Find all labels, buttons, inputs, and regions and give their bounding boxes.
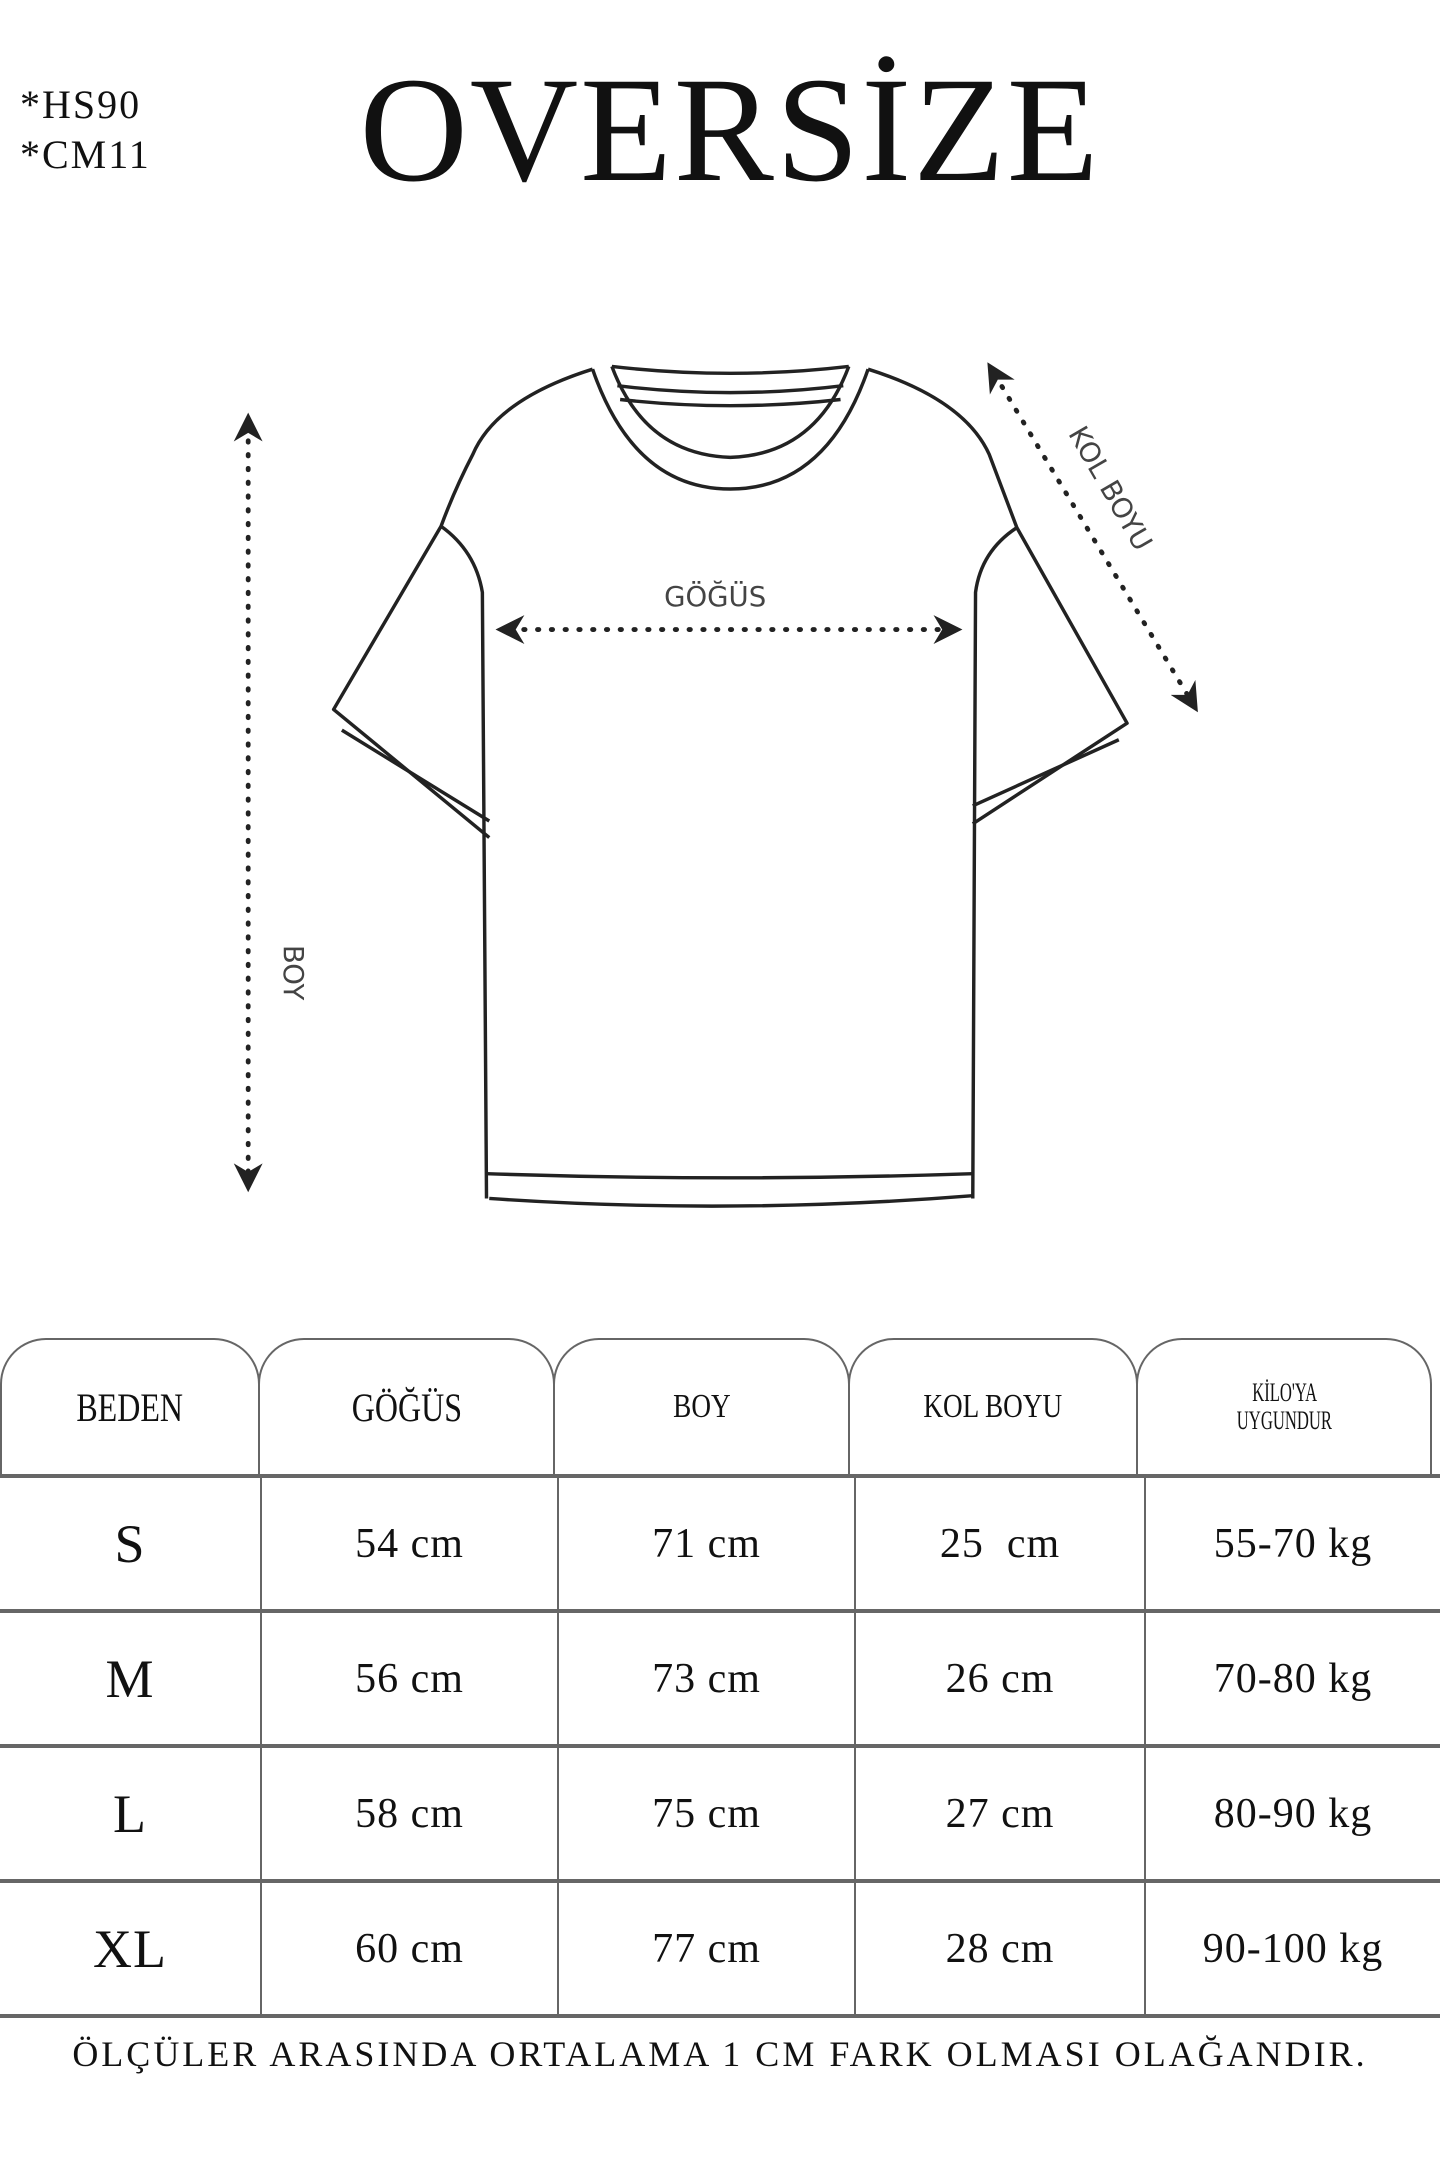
header-label: BEDEN bbox=[76, 1384, 184, 1430]
table-row: XL 60 cm 77 cm 28 cm 90-100 kg bbox=[0, 1879, 1440, 2018]
size-cell: L bbox=[113, 1783, 147, 1844]
sleeve-arrow bbox=[987, 362, 1198, 713]
header-line: UYGUNDUR bbox=[1236, 1406, 1332, 1435]
table-header: BEDEN GÖĞÜS BOY KOL BOYU KİLO'YA UYGUNDUR bbox=[0, 1338, 1440, 1474]
weight-cell: 80-90 kg bbox=[1144, 1748, 1440, 1879]
size-cell: S bbox=[114, 1513, 146, 1574]
product-code: *CM11 bbox=[20, 132, 151, 177]
tshirt-outline bbox=[331, 364, 1129, 1208]
size-cell: XL bbox=[93, 1918, 167, 1979]
sleeve-cell: 26 cm bbox=[854, 1613, 1144, 1744]
table-row: S 54 cm 71 cm 25 cm 55-70 kg bbox=[0, 1474, 1440, 1609]
chest-label: GÖĞÜS bbox=[664, 579, 766, 613]
product-code: *HS90 bbox=[20, 82, 142, 127]
header-weight: KİLO'YA UYGUNDUR bbox=[1136, 1338, 1432, 1474]
sleeve-cell: 28 cm bbox=[854, 1883, 1144, 2014]
weight-cell: 70-80 kg bbox=[1144, 1613, 1440, 1744]
table-row: L 58 cm 75 cm 27 cm 80-90 kg bbox=[0, 1744, 1440, 1879]
length-label: BOY bbox=[277, 945, 309, 1001]
chest-cell: 56 cm bbox=[260, 1613, 557, 1744]
sleeve-label: KOL BOYU bbox=[1062, 421, 1159, 556]
sleeve-cell: 27 cm bbox=[854, 1748, 1144, 1879]
chest-cell: 60 cm bbox=[260, 1883, 557, 2014]
page-title: OVERSİZE bbox=[359, 47, 1101, 213]
header-length: BOY bbox=[553, 1338, 850, 1474]
header-line: KİLO'YA bbox=[1251, 1378, 1317, 1407]
length-cell: 75 cm bbox=[557, 1748, 854, 1879]
size-table: BEDEN GÖĞÜS BOY KOL BOYU KİLO'YA UYGUNDUR… bbox=[0, 1338, 1440, 2018]
header-chest: GÖĞÜS bbox=[258, 1338, 555, 1474]
sleeve-cell: 25 cm bbox=[854, 1478, 1144, 1609]
table-row: M 56 cm 73 cm 26 cm 70-80 kg bbox=[0, 1609, 1440, 1744]
header-label: KİLO'YA UYGUNDUR bbox=[1224, 1379, 1343, 1435]
chest-cell: 54 cm bbox=[260, 1478, 557, 1609]
header-label: GÖĞÜS bbox=[351, 1384, 462, 1430]
length-cell: 77 cm bbox=[557, 1883, 854, 2014]
header-label: BOY bbox=[672, 1388, 731, 1425]
header-sleeve: KOL BOYU bbox=[848, 1338, 1138, 1474]
weight-cell: 55-70 kg bbox=[1144, 1478, 1440, 1609]
header-size: BEDEN bbox=[0, 1338, 260, 1474]
size-cell: M bbox=[105, 1648, 155, 1709]
product-codes: *HS90 *CM11 bbox=[20, 80, 151, 180]
weight-cell: 90-100 kg bbox=[1144, 1883, 1440, 2014]
header-label: KOL BOYU bbox=[923, 1388, 1063, 1425]
length-cell: 71 cm bbox=[557, 1478, 854, 1609]
footer-note: ÖLÇÜLER ARASINDA ORTALAMA 1 CM FARK OLMA… bbox=[72, 2034, 1368, 2074]
chest-cell: 58 cm bbox=[260, 1748, 557, 1879]
length-cell: 73 cm bbox=[557, 1613, 854, 1744]
